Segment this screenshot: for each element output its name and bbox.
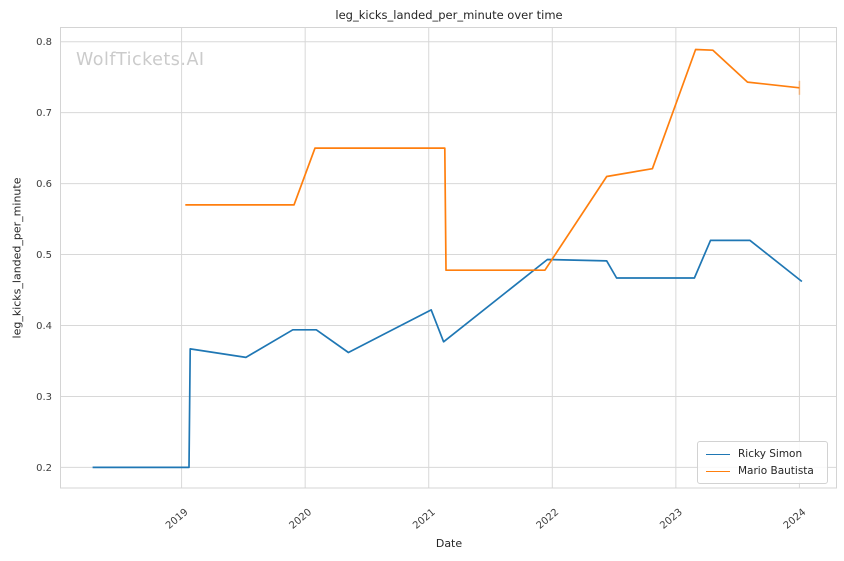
series-line-mario-bautista [185,48,800,272]
y-tick-label: 0.7 [36,108,52,119]
x-tick-label: 2020 [288,507,315,532]
x-tick-label: 2022 [535,507,562,532]
legend-label: Mario Bautista [738,465,814,477]
y-tick-label: 0.8 [36,37,52,48]
x-tick-label: 2024 [782,507,809,532]
y-tick-label: 0.2 [36,463,52,474]
x-tick-label: 2021 [411,507,438,532]
legend-label: Ricky Simon [738,448,803,460]
x-tick-label: 2023 [658,507,685,532]
legend-item-mario-bautista: Mario Bautista [706,465,819,477]
legend-line-sample-orange [706,470,730,472]
plot-border [60,27,837,489]
legend-item-ricky-simon: Ricky Simon [706,448,819,460]
y-tick-label: 0.4 [36,321,52,332]
watermark: WolfTickets.AI [76,50,205,70]
chart-title: leg_kicks_landed_per_minute over time [335,8,563,22]
y-tick-label: 0.3 [36,392,52,403]
legend: Ricky Simon Mario Bautista [697,441,828,484]
y-axis-label: leg_kicks_landed_per_minute [10,177,24,339]
y-tick-label: 0.5 [36,250,52,261]
x-axis-label: Date [435,537,463,550]
legend-line-sample-blue [706,453,730,455]
series-line-ricky-simon [92,239,803,469]
y-tick-label: 0.6 [36,179,52,190]
x-tick-label: 2019 [164,507,191,532]
